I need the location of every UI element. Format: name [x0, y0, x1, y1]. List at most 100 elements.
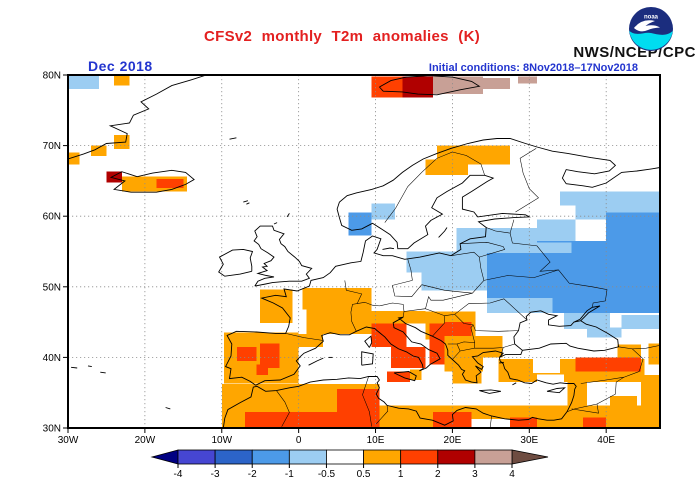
anomaly-cell-m1 — [487, 298, 553, 313]
colorbar-arrow-right — [511, 449, 549, 465]
colorbar-segment — [363, 449, 402, 465]
anomaly-cell-T — [483, 77, 511, 90]
anomaly-cell-R — [337, 389, 380, 428]
noaa-logo-wave — [629, 31, 673, 50]
colorbar-tick-label: -0.5 — [318, 469, 336, 480]
x-tick-label: 10E — [367, 435, 385, 446]
anomaly-cell-O — [640, 375, 660, 407]
colorbar-segment — [326, 449, 364, 465]
anomaly-cell-m1 — [587, 327, 622, 338]
x-tick-label: 30W — [58, 435, 79, 446]
colorbar-tick-label: 0.5 — [357, 469, 371, 480]
x-tick-label: 30E — [520, 435, 538, 446]
x-tick-label: 40E — [597, 435, 615, 446]
anomaly-cell-O — [260, 289, 293, 323]
anomaly-cell-D — [106, 171, 122, 183]
anomaly-cell-O — [306, 309, 372, 335]
anomaly-cell-W — [537, 374, 564, 383]
anomaly-cell-m1 — [563, 312, 610, 330]
colorbar-tick-label: -2 — [248, 469, 257, 480]
anomaly-cell-m2 — [606, 212, 660, 241]
colorbar-segment — [400, 449, 439, 465]
map-frame — [67, 74, 661, 429]
anomaly-cell-O — [410, 369, 422, 380]
axis-labels: 30W 20W 10W 0 10E 20E 30E 40E 80N 70N 60N 50N 40N 30N — [43, 71, 616, 447]
anomaly-cell-R — [371, 76, 403, 98]
anomaly-cell-m1 — [406, 251, 487, 273]
coastlines — [68, 75, 660, 428]
anomaly-cell-m1 — [456, 228, 537, 253]
grid-lines — [68, 75, 660, 428]
anomaly-cell-R — [444, 322, 472, 337]
y-tick-label: 30N — [43, 424, 61, 435]
anomaly-cell-m1 — [537, 219, 576, 241]
colorbar-segment — [474, 449, 513, 465]
y-tick-label: 50N — [43, 282, 61, 293]
x-tick-label: 20E — [444, 435, 462, 446]
anomaly-cells — [68, 75, 660, 428]
anomaly-cell-O — [452, 369, 482, 384]
x-tick-label: 20W — [135, 435, 156, 446]
initial-conditions-label: Initial conditions: 8Nov2018–17Nov2018 — [428, 62, 638, 74]
page-title: CFSv2 monthly T2m anomalies (K) — [203, 28, 481, 45]
anomaly-cell-m2 — [552, 304, 660, 313]
colorbar-segment — [437, 449, 476, 465]
anomaly-cell-O — [444, 336, 503, 358]
colorbar-tick-label: -3 — [211, 469, 220, 480]
anomaly-cell-O — [617, 344, 641, 358]
anomaly-cell-O — [648, 343, 660, 365]
anomaly-cell-T — [517, 76, 537, 84]
anomaly-cell-O — [610, 396, 637, 407]
anomaly-cell-m1 — [621, 315, 660, 330]
anomaly-cell-R — [575, 357, 641, 372]
noaa-logo-text: noaa — [644, 15, 659, 21]
anomaly-cell-R — [244, 411, 361, 428]
anomaly-cell-T — [433, 76, 484, 95]
anomaly-cell-W — [533, 358, 560, 373]
anomaly-cell-m1 — [537, 242, 572, 253]
colorbar-segment — [177, 449, 216, 465]
colorbar-segment — [251, 449, 290, 465]
anomaly-cell-R — [237, 346, 257, 361]
colorbar-tick-label: 1 — [398, 469, 404, 480]
anomaly-cell-O — [444, 357, 484, 372]
y-tick-label: 70N — [43, 141, 61, 152]
y-tick-label: 40N — [43, 353, 61, 364]
colorbar-arrow-left — [150, 449, 179, 465]
agency-label: NWS/NCEP/CPC — [573, 44, 696, 61]
anomaly-cell-m1 — [371, 203, 395, 220]
anomaly-cell-D — [402, 76, 434, 98]
anomaly-cell-m1 — [68, 75, 99, 90]
anomaly-cell-R — [583, 417, 607, 428]
anomaly-cell-R — [260, 343, 280, 368]
anomaly-cell-O — [371, 310, 426, 324]
anomaly-cell-O — [302, 288, 372, 310]
anomaly-cell-m1 — [560, 191, 660, 206]
country-borders — [276, 148, 660, 428]
forecast-month-label: Dec 2018 — [88, 58, 153, 74]
x-tick-label: 0 — [296, 435, 302, 446]
colorbar-segment — [288, 449, 327, 465]
colorbar-tick-label: 2 — [435, 469, 441, 480]
anomaly-cell-m1 — [421, 272, 488, 291]
anomaly-cell-O — [567, 382, 587, 411]
colorbar-tick-label: -1 — [285, 469, 294, 480]
y-tick-label: 80N — [43, 71, 61, 82]
colorbar-tick-label: 4 — [509, 469, 515, 480]
anomaly-cell-O — [68, 152, 80, 165]
anomaly-cell-R — [387, 371, 411, 383]
x-tick-label: 10W — [211, 435, 232, 446]
colorbar-tick-label: 3 — [472, 469, 478, 480]
noaa-logo: noaa — [629, 7, 673, 51]
anomaly-cell-R — [371, 323, 407, 347]
anomaly-cell-O — [91, 145, 107, 157]
anomaly-cell-O — [425, 159, 468, 176]
anomaly-cell-O — [114, 75, 130, 86]
colorbar-segment — [214, 449, 253, 465]
colorbar-tick-label: -4 — [174, 469, 183, 480]
anomaly-cell-R — [510, 417, 537, 428]
y-tick-label: 60N — [43, 212, 61, 223]
anomaly-cell-R — [156, 178, 184, 188]
